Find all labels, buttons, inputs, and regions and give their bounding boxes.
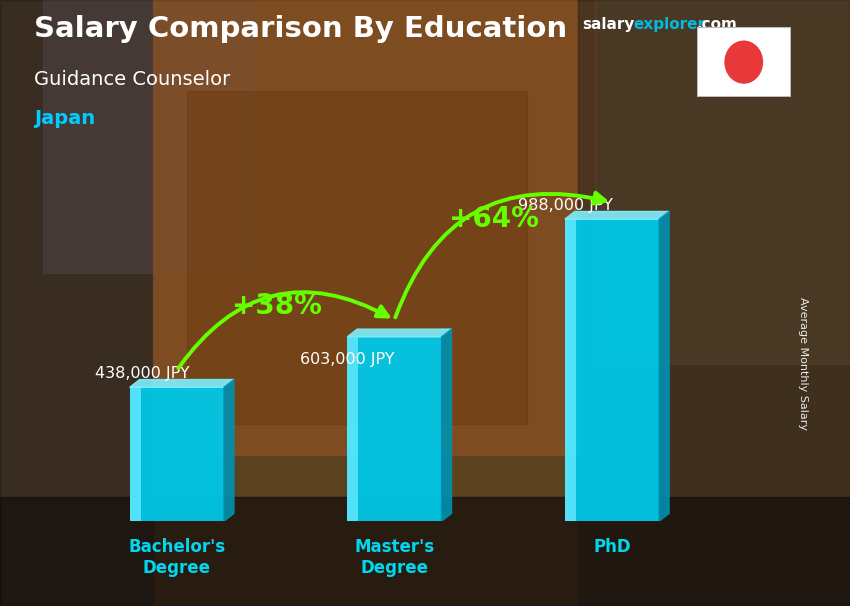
Text: 438,000 JPY: 438,000 JPY	[95, 366, 190, 381]
Text: +38%: +38%	[231, 292, 321, 320]
Polygon shape	[565, 211, 669, 219]
Bar	[595, 0, 850, 364]
Text: explorer: explorer	[633, 17, 706, 32]
Text: salary: salary	[582, 17, 635, 32]
Text: Japan: Japan	[34, 109, 95, 128]
Text: .com: .com	[697, 17, 738, 32]
Bar	[42, 0, 255, 273]
Polygon shape	[224, 379, 234, 521]
Circle shape	[725, 41, 762, 83]
Bar	[565, 219, 659, 521]
Bar	[130, 387, 224, 521]
Text: Average Monthly Salary: Average Monthly Salary	[798, 297, 808, 430]
Bar	[578, 0, 850, 606]
Text: 603,000 JPY: 603,000 JPY	[300, 352, 394, 367]
Text: Guidance Counselor: Guidance Counselor	[34, 70, 230, 88]
Polygon shape	[441, 329, 451, 521]
Bar	[153, 0, 595, 454]
Polygon shape	[130, 379, 234, 387]
Bar	[565, 219, 575, 521]
Bar	[0, 497, 850, 606]
Bar	[0, 0, 153, 606]
Polygon shape	[659, 211, 669, 521]
Bar	[348, 337, 441, 521]
Bar	[130, 387, 140, 521]
Text: Salary Comparison By Education: Salary Comparison By Education	[34, 15, 567, 43]
Bar	[187, 91, 527, 424]
Polygon shape	[348, 329, 451, 337]
Text: +64%: +64%	[449, 205, 539, 233]
Bar	[348, 337, 358, 521]
Text: 988,000 JPY: 988,000 JPY	[518, 198, 613, 213]
